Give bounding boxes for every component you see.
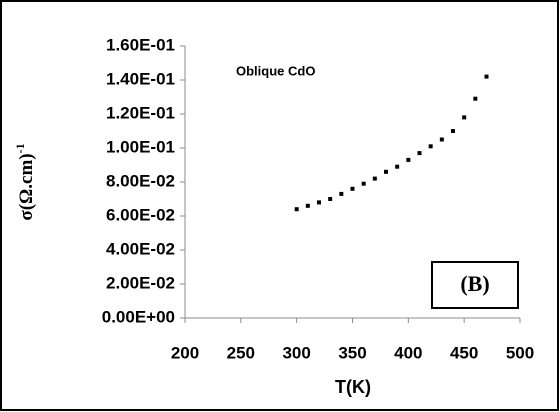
x-tick-label: 200	[171, 343, 199, 362]
y-tick-label: 4.00E-02	[106, 239, 175, 258]
point	[406, 157, 411, 162]
point	[317, 200, 321, 205]
x-tick-label: 500	[506, 343, 534, 362]
x-tick-label: 350	[338, 343, 366, 362]
y-tick-label: 1.60E-01	[106, 35, 175, 54]
y-axis-label-sup: -1	[13, 143, 27, 153]
y-axis-label: σ(Ω.cm)-1	[13, 143, 38, 220]
point	[328, 197, 333, 201]
point	[439, 137, 444, 142]
y-axis-label-main: σ(Ω.cm)	[16, 153, 37, 220]
point	[462, 115, 467, 120]
point	[417, 151, 422, 156]
x-axis-label: T(K)	[335, 377, 371, 397]
x-tick-label: 300	[282, 343, 310, 362]
annotation: Oblique CdO	[236, 63, 315, 78]
point	[339, 191, 344, 196]
x-tick-label: 450	[450, 343, 478, 362]
y-tick-label: 6.00E-02	[106, 205, 175, 224]
point	[361, 181, 366, 186]
y-tick-label: 1.20E-01	[106, 103, 175, 122]
point	[451, 129, 455, 133]
point	[384, 169, 388, 174]
point	[372, 176, 377, 181]
y-tick-label: 8.00E-02	[106, 171, 175, 190]
point	[294, 207, 299, 212]
y-tick-label: 2.00E-02	[106, 273, 175, 292]
panel-label: (B)	[460, 271, 489, 296]
y-tick-label: 1.00E-01	[106, 137, 175, 156]
y-tick-label: 1.40E-01	[106, 69, 175, 88]
point	[305, 203, 310, 208]
y-tick-label: 0.00E+00	[102, 307, 175, 326]
point	[484, 74, 489, 79]
x-tick-label: 400	[394, 343, 422, 362]
point	[395, 164, 400, 169]
point	[350, 186, 355, 191]
panel-box	[431, 261, 519, 309]
x-tick-label: 250	[227, 343, 255, 362]
point	[428, 144, 433, 149]
point	[473, 96, 478, 101]
